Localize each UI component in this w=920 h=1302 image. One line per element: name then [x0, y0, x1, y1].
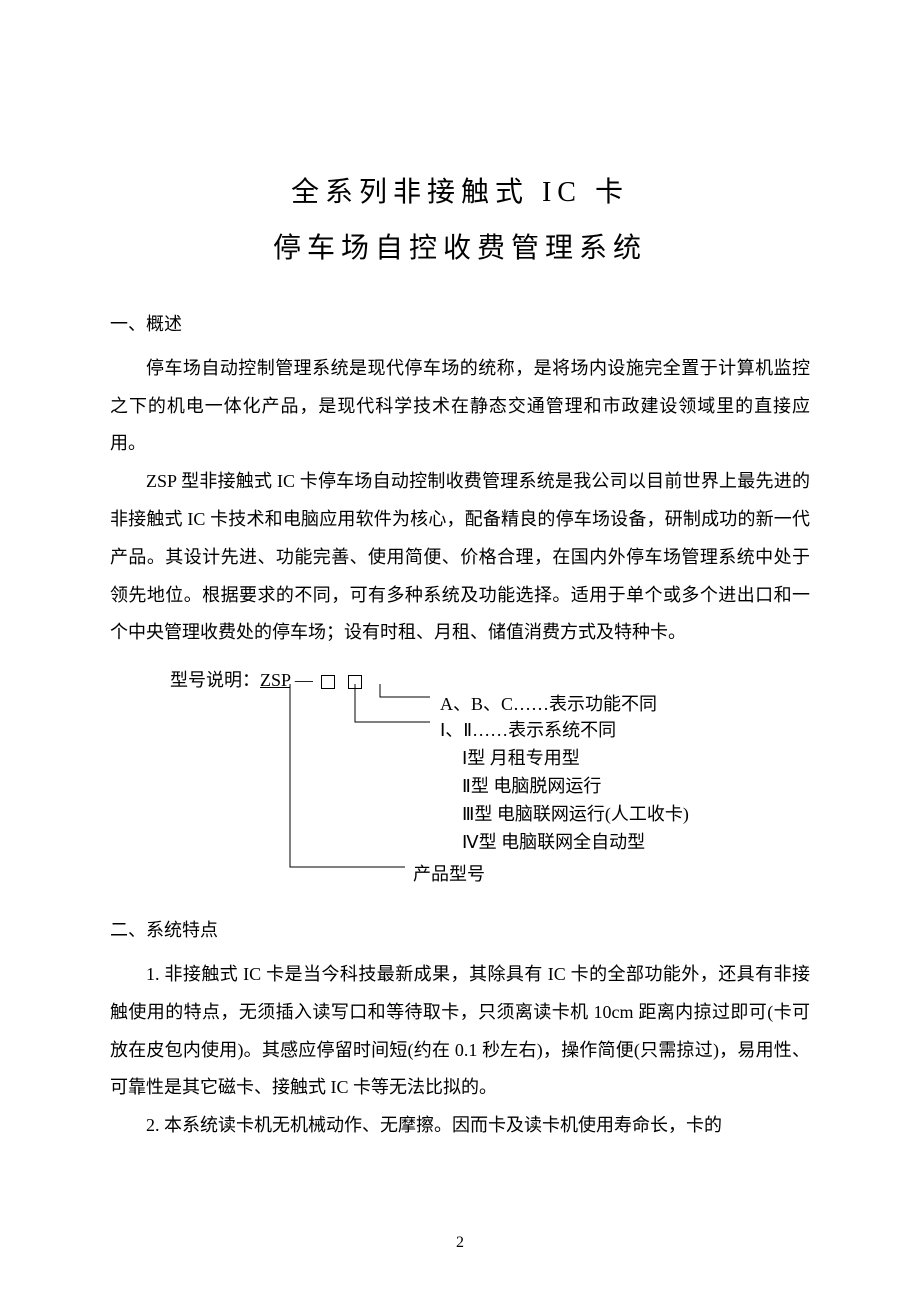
page-number: 2 — [0, 1234, 920, 1252]
body-text: 一、概述 停车场自动控制管理系统是现代停车场的统称，是将场内设施完全置于计算机监… — [110, 306, 810, 1145]
section-2-item-1: 1. 非接触式 IC 卡是当今科技最新成果，其除具有 IC 卡的全部功能外，还具… — [110, 956, 810, 1107]
section-1-heading: 一、概述 — [110, 306, 810, 344]
section-1-para-2: ZSP 型非接触式 IC 卡停车场自动控制收费管理系统是我公司以目前世界上最先进… — [110, 463, 810, 652]
diagram-type-4: Ⅳ型 电脑联网全自动型 — [462, 824, 645, 862]
title-line-1: 全系列非接触式 IC 卡 — [110, 170, 810, 210]
section-2-heading: 二、系统特点 — [110, 912, 810, 950]
diagram-product: 产品型号 — [413, 856, 485, 894]
model-diagram: 型号说明：ZSP — A、B、C……表示功能不同 Ⅰ、Ⅱ……表示系统不同 Ⅰ型 … — [110, 662, 810, 892]
title-line-2: 停车场自控收费管理系统 — [110, 226, 810, 266]
document-page: 全系列非接触式 IC 卡 停车场自控收费管理系统 一、概述 停车场自动控制管理系… — [0, 0, 920, 1302]
section-2-item-2: 2. 本系统读卡机无机械动作、无摩擦。因而卡及读卡机使用寿命长，卡的 — [110, 1107, 810, 1145]
section-1-para-1: 停车场自动控制管理系统是现代停车场的统称，是将场内设施完全置于计算机监控之下的机… — [110, 350, 810, 463]
title-block: 全系列非接触式 IC 卡 停车场自控收费管理系统 — [110, 170, 810, 266]
